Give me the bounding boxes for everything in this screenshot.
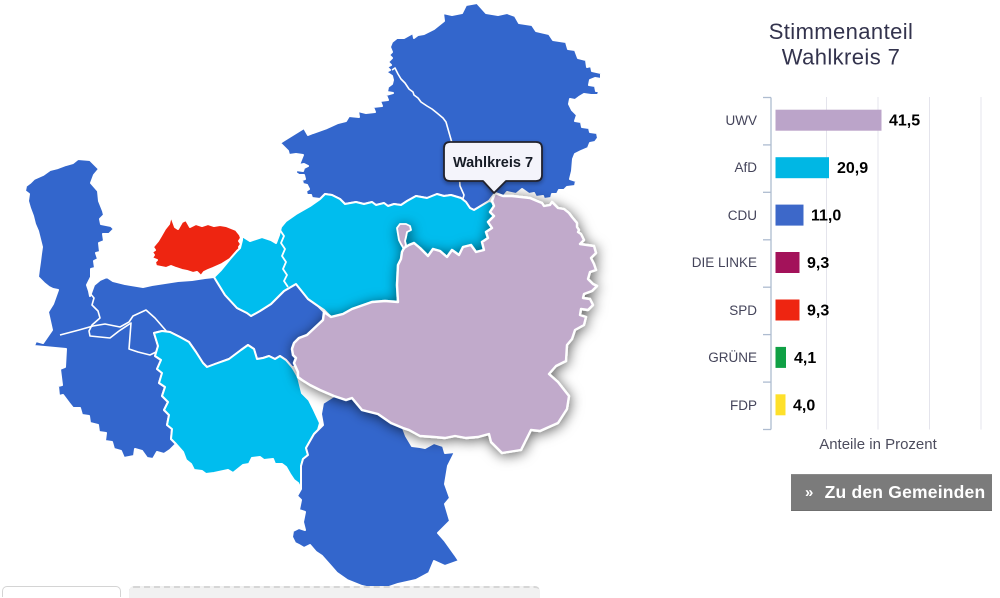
svg-text:CDU: CDU	[728, 208, 757, 223]
svg-text:AfD: AfD	[734, 160, 757, 175]
svg-text:SPD: SPD	[729, 303, 757, 318]
svg-text:UWV: UWV	[726, 113, 758, 128]
svg-text:9,3: 9,3	[807, 255, 829, 272]
svg-text:Stimmenanteil: Stimmenanteil	[769, 19, 914, 44]
svg-text:GRÜNE: GRÜNE	[708, 350, 757, 365]
svg-text:Anteile in Prozent: Anteile in Prozent	[819, 436, 937, 453]
svg-text:FDP: FDP	[730, 398, 757, 413]
svg-text:Wahlkreis 7: Wahlkreis 7	[453, 155, 533, 171]
svg-text:Wahlkreis 7: Wahlkreis 7	[782, 45, 901, 70]
svg-text:20,9: 20,9	[837, 160, 868, 177]
svg-text:11,0: 11,0	[811, 208, 841, 225]
svg-text:DIE LINKE: DIE LINKE	[692, 255, 757, 270]
svg-text:4,1: 4,1	[794, 350, 816, 367]
svg-text:41,5: 41,5	[889, 113, 920, 130]
svg-text:4,0: 4,0	[793, 398, 815, 415]
svg-text:9,3: 9,3	[807, 303, 829, 320]
